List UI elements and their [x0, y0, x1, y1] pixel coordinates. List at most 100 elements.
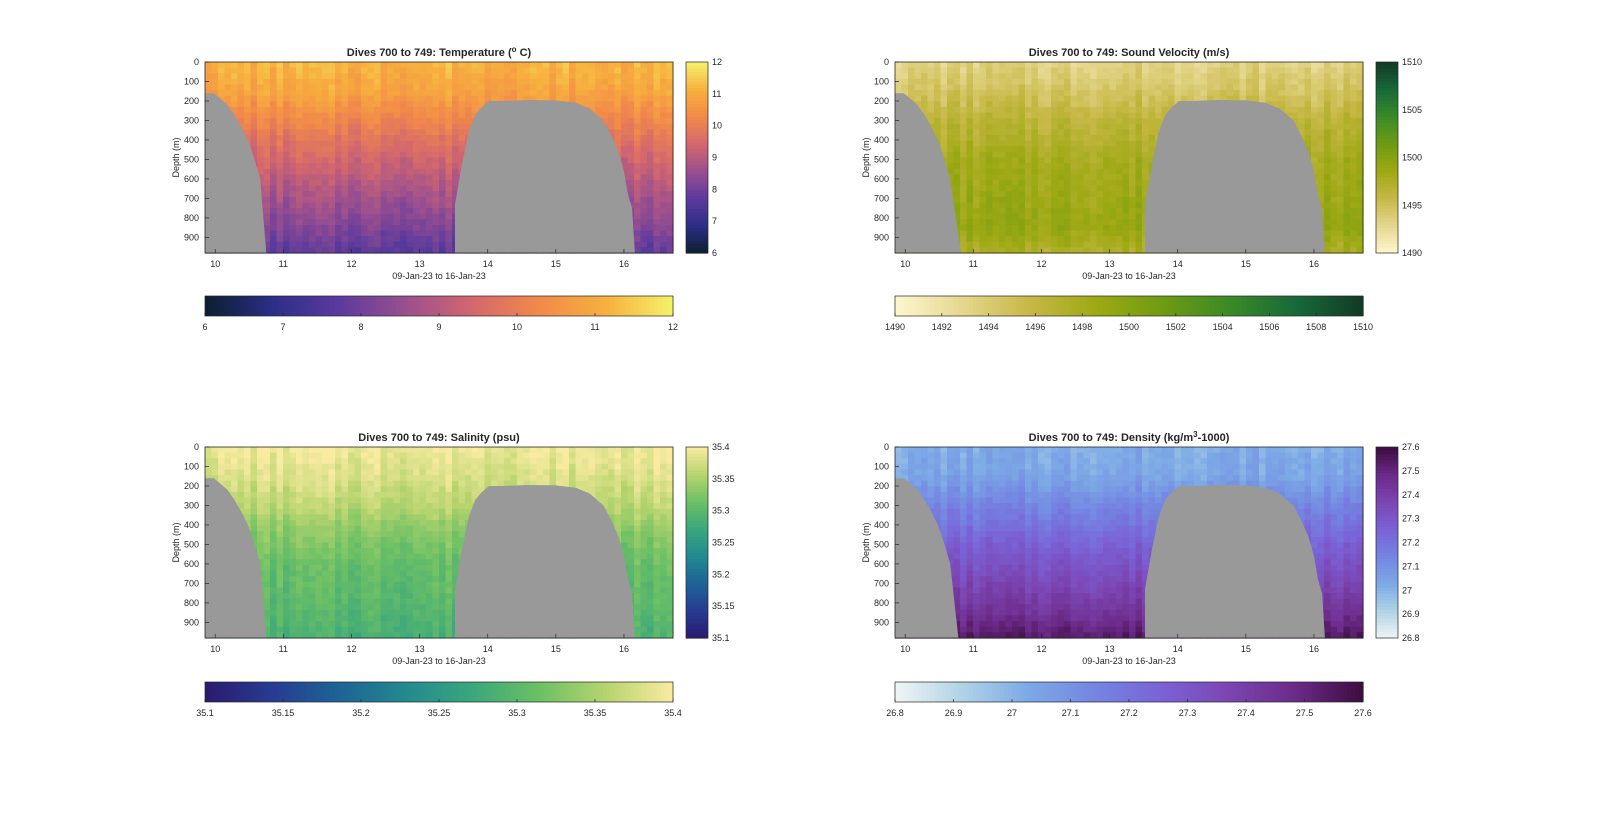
- heatmap-cell: [361, 230, 369, 237]
- heatmap-cell: [999, 135, 1007, 142]
- heatmap-cell: [927, 106, 935, 114]
- heatmap-cell: [380, 118, 388, 125]
- heatmap-cell: [1213, 62, 1221, 69]
- heatmap-cell: [1096, 247, 1104, 254]
- heatmap-cell: [1103, 163, 1111, 170]
- heatmap-cell: [361, 236, 369, 243]
- heatmap-cell: [627, 106, 635, 114]
- heatmap-cell: [1226, 90, 1234, 97]
- heatmap-cell: [354, 157, 362, 164]
- heatmap-cell: [218, 67, 226, 74]
- heatmap-cell: [270, 241, 278, 248]
- heatmap-cell: [999, 168, 1007, 175]
- heatmap-cell: [614, 146, 622, 153]
- heatmap-cell: [374, 230, 382, 237]
- colorbar-segment: [442, 296, 448, 316]
- heatmap-cell: [374, 112, 382, 119]
- heatmap-cell: [257, 90, 265, 97]
- heatmap-cell: [1207, 78, 1215, 86]
- heatmap-cell: [374, 168, 382, 175]
- heatmap-cell: [1161, 73, 1169, 80]
- heatmap-cell: [960, 163, 968, 170]
- heatmap-cell: [1018, 224, 1026, 232]
- heatmap-cell: [439, 95, 447, 102]
- heatmap-cell: [986, 185, 994, 192]
- heatmap-cell: [458, 67, 466, 74]
- heatmap-cell: [966, 73, 974, 80]
- heatmap-cell: [452, 151, 460, 159]
- colorbar-segment: [669, 296, 674, 316]
- heatmap-cell: [1324, 118, 1332, 125]
- heatmap-cell: [986, 174, 994, 181]
- heatmap-cell: [1103, 151, 1111, 159]
- heatmap-cell: [653, 174, 661, 181]
- colorbar-segment: [686, 205, 708, 210]
- heatmap-cell: [439, 129, 447, 136]
- heatmap-cell: [1064, 73, 1072, 80]
- colorbar-segment: [251, 296, 257, 316]
- heatmap-cell: [1018, 230, 1026, 237]
- axes-box: [204, 61, 674, 254]
- heatmap-cell: [224, 84, 232, 91]
- heatmap-cell: [934, 78, 942, 86]
- heatmap-cell: [393, 247, 401, 254]
- heatmap-cell: [1103, 157, 1111, 164]
- heatmap-cell: [263, 151, 271, 159]
- colorbar-segment: [415, 296, 421, 316]
- heatmap-cell: [901, 84, 909, 91]
- heatmap-cell: [608, 84, 616, 91]
- heatmap-cell: [1285, 101, 1293, 108]
- heatmap-cell: [1025, 129, 1033, 136]
- heatmap-cell: [1038, 78, 1046, 86]
- heatmap-cell: [289, 67, 297, 74]
- colorbar-segment: [686, 116, 708, 120]
- heatmap-cell: [1077, 224, 1085, 232]
- heatmap-cell: [1005, 179, 1013, 187]
- heatmap-cell: [205, 67, 213, 74]
- heatmap-cell: [309, 174, 317, 181]
- heatmap-cell: [921, 106, 929, 114]
- heatmap-cell: [439, 62, 447, 69]
- heatmap-cell: [666, 163, 674, 170]
- heatmap-cell: [257, 95, 265, 102]
- heatmap-cell: [419, 202, 427, 209]
- heatmap-cell: [1304, 140, 1312, 147]
- heatmap-cell: [634, 123, 642, 131]
- heatmap-cell: [237, 78, 245, 86]
- heatmap-cell: [953, 78, 961, 86]
- heatmap-cell: [973, 140, 981, 147]
- heatmap-cell: [1259, 67, 1267, 74]
- heatmap-cell: [218, 62, 226, 69]
- heatmap-cell: [966, 163, 974, 170]
- heatmap-cell: [940, 73, 948, 80]
- heatmap-cell: [1096, 230, 1104, 237]
- heatmap-cell: [270, 213, 278, 220]
- heatmap-cell: [432, 106, 440, 114]
- heatmap-cell: [315, 73, 323, 80]
- heatmap-cell: [1187, 90, 1195, 97]
- heatmap-cell: [1051, 247, 1059, 254]
- heatmap-cell: [1304, 101, 1312, 108]
- heatmap-cell: [315, 241, 323, 248]
- heatmap-cell: [1038, 236, 1046, 243]
- heatmap-cell: [361, 146, 369, 153]
- heatmap-cell: [439, 73, 447, 80]
- heatmap-cell: [1142, 62, 1150, 69]
- heatmap-cell: [1077, 191, 1085, 198]
- heatmap-cell: [940, 140, 948, 147]
- heatmap-cell: [1324, 146, 1332, 153]
- heatmap-cell: [328, 208, 336, 215]
- heatmap-cell: [471, 90, 479, 97]
- heatmap-cell: [237, 67, 245, 74]
- heatmap-cell: [992, 208, 1000, 215]
- heatmap-cell: [432, 213, 440, 220]
- heatmap-cell: [302, 106, 310, 114]
- heatmap-cell: [556, 67, 564, 74]
- heatmap-cell: [1265, 84, 1273, 91]
- heatmap-cell: [276, 151, 284, 159]
- heatmap-cell: [426, 168, 434, 175]
- heatmap-cell: [1070, 84, 1078, 91]
- heatmap-cell: [1116, 73, 1124, 80]
- heatmap-cell: [986, 90, 994, 97]
- heatmap-cell: [380, 106, 388, 114]
